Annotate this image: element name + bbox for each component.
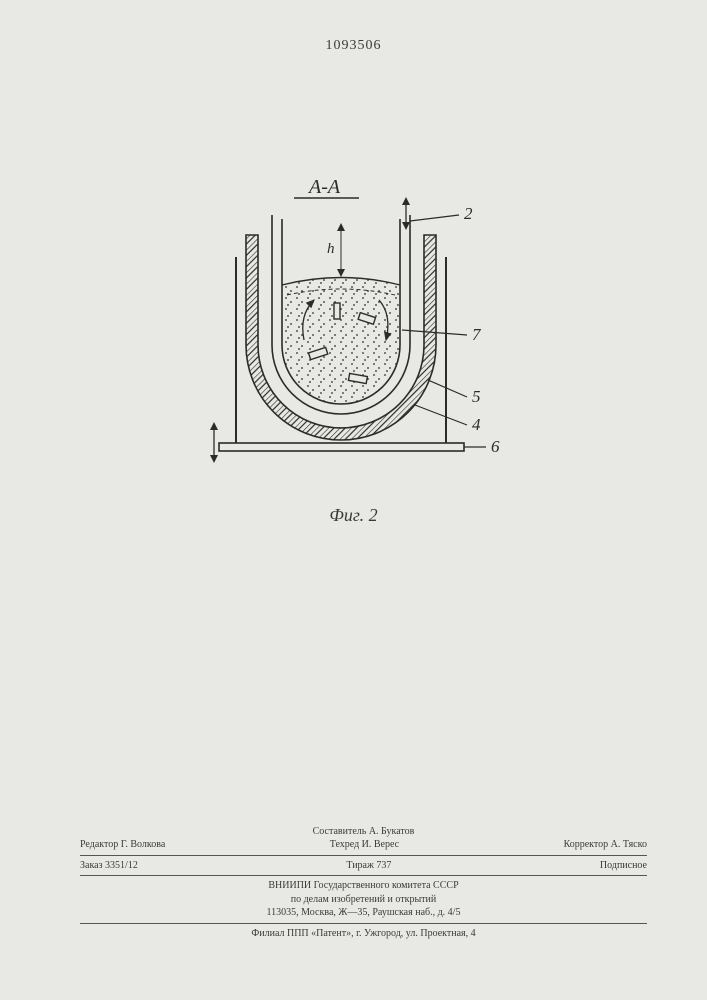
footer-branch: Филиал ППП «Патент», г. Ужгород, ул. Про…: [80, 927, 647, 941]
footer-divider-2: [80, 875, 647, 876]
footer-compiler: Составитель А. Букатов: [80, 825, 647, 839]
footer-editor: Редактор Г. Волкова: [80, 838, 165, 852]
footer-org2: по делам изобретений и открытий: [80, 893, 647, 907]
footer-corrector: Корректор А. Тяско: [564, 838, 647, 852]
callout-2: 2: [464, 204, 473, 223]
figure-diagram: А-А h 2 7 5 4 6: [174, 175, 534, 505]
figure-caption: Фиг. 2: [329, 505, 377, 526]
callout-7: 7: [472, 325, 482, 344]
page-number: 1093506: [326, 38, 382, 54]
footer-signed: Подписное: [600, 859, 647, 873]
footer-divider-1: [80, 855, 647, 856]
footer-order: Заказ 3351/12: [80, 859, 138, 873]
callout-6: 6: [491, 437, 500, 456]
dimension-h: h: [327, 241, 335, 257]
callout-5: 5: [472, 387, 481, 406]
footer-divider-3: [80, 923, 647, 924]
section-label: А-А: [307, 176, 341, 198]
footer-block: Составитель А. Букатов Редактор Г. Волко…: [80, 825, 647, 941]
callout-4: 4: [472, 415, 481, 434]
footer-tirage: Тираж 737: [346, 859, 391, 873]
footer-tech: Техред И. Верес: [330, 838, 399, 852]
footer-org1: ВНИИПИ Государственного комитета СССР: [80, 879, 647, 893]
footer-addr: 113035, Москва, Ж—35, Раушская наб., д. …: [80, 906, 647, 920]
